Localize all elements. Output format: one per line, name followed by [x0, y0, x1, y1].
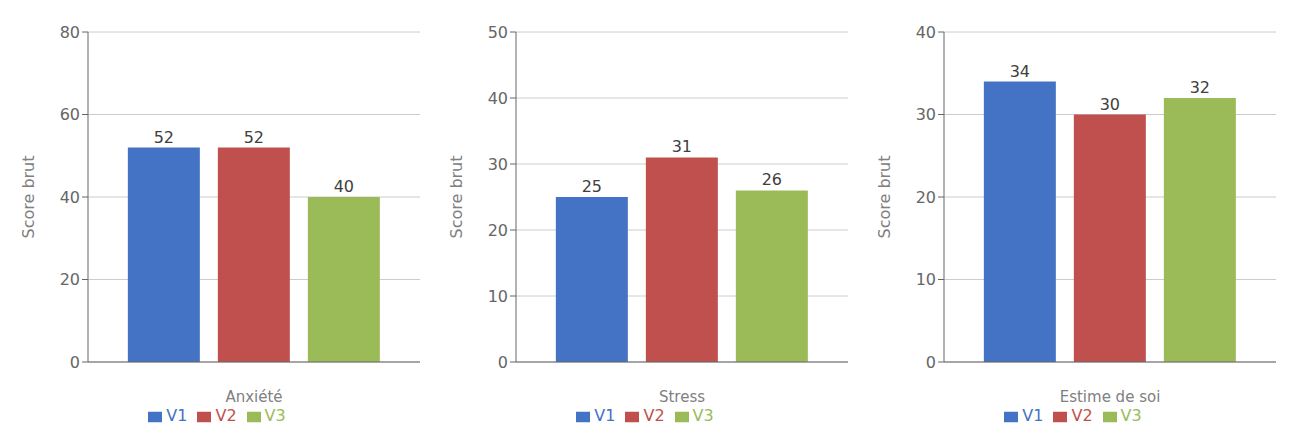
- svg-text:20: 20: [488, 221, 508, 240]
- html-text:V3: V3: [1120, 406, 1142, 425]
- svg-text:52: 52: [154, 128, 174, 147]
- svg-text:Score brut: Score brut: [875, 155, 894, 238]
- svg-text:50: 50: [488, 23, 508, 42]
- svg-text:0: 0: [70, 353, 80, 372]
- svg-text:Score brut: Score brut: [19, 155, 38, 238]
- html-text:V2: V2: [215, 406, 237, 425]
- svg-text:Score brut: Score brut: [447, 155, 466, 238]
- svg-text:40: 40: [60, 188, 80, 207]
- svg-text:40: 40: [916, 23, 936, 42]
- svg-text:0: 0: [926, 353, 936, 372]
- svg-text:40: 40: [488, 89, 508, 108]
- html-text:V3: V3: [692, 406, 714, 425]
- html-text:V3: V3: [264, 406, 286, 425]
- html-text:V2: V2: [1071, 406, 1093, 425]
- svg-text:60: 60: [60, 105, 80, 124]
- svg-text:30: 30: [1100, 95, 1120, 114]
- svg-text:34: 34: [1010, 62, 1030, 81]
- svg-text:10: 10: [916, 270, 936, 289]
- svg-text:31: 31: [672, 137, 692, 156]
- svg-text:80: 80: [60, 23, 80, 42]
- svg-text:30: 30: [916, 105, 936, 124]
- html-text:V1: V1: [166, 406, 188, 425]
- svg-text:Estime de soi: Estime de soi: [1060, 388, 1161, 406]
- svg-text:25: 25: [582, 177, 602, 196]
- svg-text:26: 26: [762, 170, 782, 189]
- html-text:V1: V1: [594, 406, 616, 425]
- svg-text:40: 40: [334, 177, 354, 196]
- svg-text:10: 10: [488, 287, 508, 306]
- svg-text:0: 0: [498, 353, 508, 372]
- svg-text:Anxiété: Anxiété: [225, 388, 282, 406]
- svg-text:20: 20: [60, 270, 80, 289]
- svg-text:52: 52: [244, 128, 264, 147]
- svg-text:30: 30: [488, 155, 508, 174]
- svg-text:Stress: Stress: [659, 388, 705, 406]
- svg-text:20: 20: [916, 188, 936, 207]
- html-text:V1: V1: [1022, 406, 1044, 425]
- svg-text:32: 32: [1190, 78, 1210, 97]
- html-text:V2: V2: [643, 406, 665, 425]
